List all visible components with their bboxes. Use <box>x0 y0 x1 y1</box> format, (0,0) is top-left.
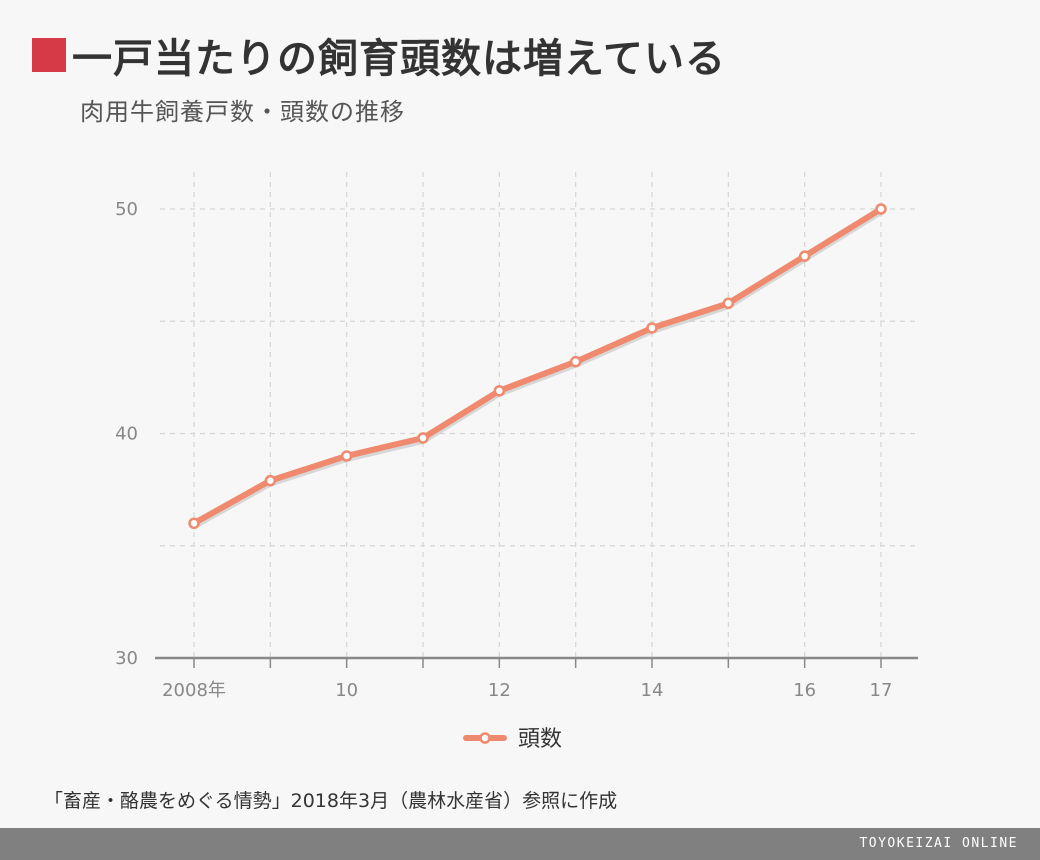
legend-marker <box>479 732 491 744</box>
data-point <box>417 432 429 444</box>
brand-label: TOYOKEIZAI ONLINE <box>859 836 1018 851</box>
legend-label: 頭数 <box>518 727 562 752</box>
data-point <box>875 203 887 215</box>
x-tick-label: 14 <box>641 680 664 701</box>
footer-bar: TOYOKEIZAI ONLINE <box>0 828 1040 860</box>
y-tick-label: 40 <box>115 424 138 445</box>
chart-title: 一戸当たりの飼育頭数は増えている <box>72 36 726 82</box>
y-tick-label: 30 <box>115 648 138 669</box>
title-marker <box>32 38 66 72</box>
data-point <box>340 450 353 462</box>
source-note: 「畜産・酪農をめぐる情勢」2018年3月（農林水産省）参照に作成 <box>44 790 618 812</box>
x-tick-label: 16 <box>793 680 816 701</box>
title-row: 一戸当たりの飼育頭数は増えている <box>32 26 726 84</box>
x-tick-label: 10 <box>335 680 358 701</box>
data-point <box>798 250 811 262</box>
series-line-shadow <box>192 209 883 529</box>
data-point <box>493 385 506 397</box>
chart-subtitle: 肉用牛飼養戸数・頭数の推移 <box>80 98 405 126</box>
series-line <box>191 206 884 527</box>
x-tick-label: 12 <box>488 680 511 701</box>
data-point <box>264 474 277 487</box>
x-tick-label: 2008年 <box>162 680 226 701</box>
x-tick-label: 17 <box>870 680 893 701</box>
data-point <box>569 355 582 368</box>
data-point <box>722 297 735 310</box>
y-tick-label: 50 <box>115 199 138 220</box>
data-point <box>646 322 658 334</box>
data-point <box>188 517 200 530</box>
